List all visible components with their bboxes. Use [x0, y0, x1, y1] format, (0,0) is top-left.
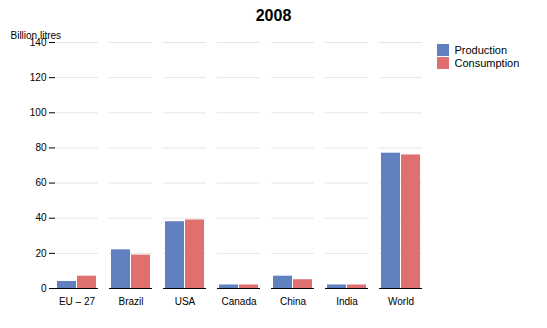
- html-text:Production: Production: [454, 44, 508, 56]
- svg-text:0: 0: [41, 283, 47, 294]
- svg-text:USA: USA: [175, 296, 196, 307]
- svg-text:Billion litres: Billion litres: [11, 30, 62, 41]
- svg-text:EU – 27: EU – 27: [59, 296, 96, 307]
- svg-text:60: 60: [35, 177, 47, 188]
- svg-text:China: China: [280, 296, 307, 307]
- svg-text:40: 40: [35, 212, 47, 223]
- html-text:2008: 2008: [255, 7, 292, 24]
- svg-text:80: 80: [35, 142, 47, 153]
- svg-text:India: India: [336, 296, 358, 307]
- svg-text:World: World: [388, 296, 414, 307]
- svg-text:100: 100: [30, 107, 47, 118]
- html-text:Consumption: Consumption: [454, 57, 520, 69]
- svg-text:Brazil: Brazil: [118, 296, 143, 307]
- svg-text:120: 120: [30, 72, 47, 83]
- svg-text:140: 140: [29, 36, 47, 48]
- svg-text:Canada: Canada: [221, 296, 256, 307]
- svg-text:20: 20: [35, 248, 47, 259]
